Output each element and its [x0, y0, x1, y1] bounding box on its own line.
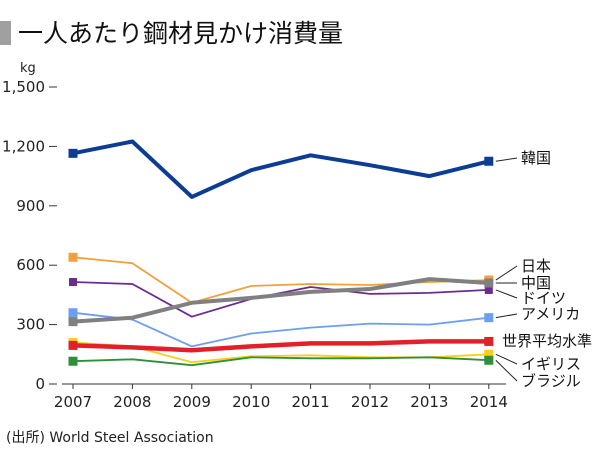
marker-germany-2014 — [484, 285, 493, 294]
series-label-korea: 韓国 — [521, 149, 551, 167]
marker-usa-2014 — [484, 313, 494, 323]
marker-korea-2007 — [68, 148, 78, 158]
y-tick-label: 300 — [16, 316, 45, 334]
series-line-world-average — [70, 339, 492, 353]
y-tick-label: 1,500 — [2, 78, 45, 96]
series-label-usa: アメリカ — [521, 305, 580, 323]
series-lines — [68, 139, 494, 367]
x-tick-label: 2012 — [351, 393, 389, 411]
marker-world-average-2014 — [484, 336, 494, 346]
series-label-germany: ドイツ — [521, 289, 566, 307]
leader-line-germany — [495, 289, 518, 299]
marker-china-2014 — [484, 278, 494, 288]
y-tick-label: 900 — [16, 197, 45, 215]
series-label-japan: 日本 — [521, 257, 551, 275]
marker-world-average-2007 — [68, 340, 78, 350]
x-tick-label: 2014 — [470, 393, 508, 411]
leader-line-usa — [495, 313, 518, 319]
x-axis: 2007 2008 2009 2010 2011 2012 2013 2014 — [54, 383, 508, 411]
series-line-germany — [72, 281, 490, 318]
series-line-brazil — [72, 356, 490, 367]
series-line-usa — [72, 311, 490, 348]
x-tick-label: 2008 — [113, 393, 151, 411]
title-bar-marker — [0, 21, 11, 45]
series-label-uk: イギリス — [521, 355, 581, 373]
marker-china-2007 — [68, 317, 78, 327]
y-tick-label: 600 — [16, 256, 45, 274]
y-tick-label: 1,200 — [2, 137, 45, 155]
marker-germany-2007 — [69, 278, 77, 287]
source-note: (出所) World Steel Association — [6, 430, 214, 446]
y-axis-unit: kg — [20, 61, 36, 76]
leader-line-brazil — [495, 359, 518, 382]
marker-uk-2014 — [484, 349, 494, 359]
y-tick-label: 0 — [35, 375, 45, 393]
marker-usa-2007 — [68, 308, 78, 318]
series-label-world-average: 世界平均水準 — [502, 332, 592, 350]
marker-korea-2014 — [484, 156, 494, 166]
series-label-china: 中国 — [521, 274, 551, 292]
x-tick-label: 2007 — [54, 393, 92, 411]
leader-line-korea — [495, 157, 518, 162]
series-label-brazil: ブラジル — [521, 372, 581, 390]
marker-brazil-2007 — [68, 356, 78, 366]
leader-line-japan — [495, 265, 518, 281]
series-line-china — [71, 277, 491, 324]
marker-brazil-2014 — [484, 355, 494, 365]
x-tick-label: 2009 — [173, 393, 211, 411]
leader-line-uk — [495, 353, 518, 365]
x-tick-label: 2011 — [292, 393, 330, 411]
marker-japan-2007 — [68, 252, 78, 262]
x-tick-label: 2010 — [232, 393, 270, 411]
chart-title: 一人あたり鋼材見かけ消費量 — [18, 19, 343, 48]
x-tick-label: 2013 — [410, 393, 448, 411]
y-axis: 0 300 600 900 1,200 1,500 — [2, 78, 57, 393]
series-line-korea — [71, 139, 491, 199]
